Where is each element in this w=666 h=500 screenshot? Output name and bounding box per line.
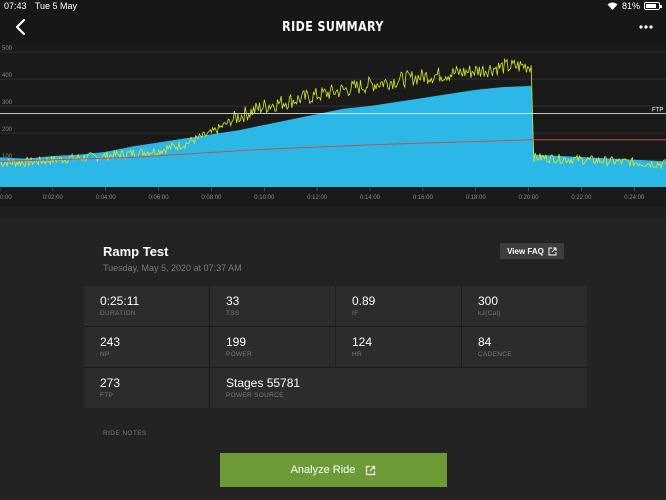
stat-power: 199 POWER xyxy=(210,327,335,367)
stat-kj: 300 kJ(Cal) xyxy=(462,286,587,326)
wifi-icon xyxy=(607,2,618,10)
power-chart-svg: 500 400 300 200 100 FTP 0:00 0:02:00 0:04:00 0:06… xyxy=(0,46,666,201)
ride-title: Ramp Test xyxy=(103,244,169,259)
x-tick-label: 0:14:00 xyxy=(360,195,381,201)
external-link-icon xyxy=(548,247,557,255)
x-tick-label: 0:16:00 xyxy=(413,195,434,201)
analyze-ride-label: Analyze Ride xyxy=(290,464,356,476)
stat-value: 84 xyxy=(478,335,492,349)
x-tick-label: 0:04:00 xyxy=(96,195,117,201)
status-time: 07:43 xyxy=(4,1,27,11)
stat-value: 273 xyxy=(100,376,121,390)
power-chart[interactable]: 500 400 300 200 100 FTP 0:00 0:02:00 0:04:00 0:06… xyxy=(0,44,666,206)
stat-hr: 124 HR xyxy=(336,327,461,367)
y-tick-label: 500 xyxy=(2,46,13,52)
status-bar: 07:43 Tue 5 May 81% xyxy=(0,0,666,12)
power-area xyxy=(0,85,666,187)
power-line xyxy=(0,57,666,170)
battery-fill xyxy=(646,4,656,8)
stat-value: Stages 55781 xyxy=(226,376,301,390)
external-link-icon xyxy=(366,465,376,475)
status-right: 81% xyxy=(607,1,662,11)
stat-power-source: Stages 55781 POWER SOURCE xyxy=(210,368,587,408)
stat-value: 199 xyxy=(226,335,247,349)
stats-grid: 0:25:11 DURATION 33 TSS 0.89 IF 300 kJ(C… xyxy=(84,286,587,408)
stat-value: 0.89 xyxy=(352,294,376,308)
stat-ftp: 273 FTP xyxy=(84,368,209,408)
status-date: Tue 5 May xyxy=(34,1,78,11)
y-tick-label: 300 xyxy=(2,100,13,106)
stat-tss: 33 TSS xyxy=(210,286,335,326)
y-tick-label: 100 xyxy=(2,154,13,160)
status-left: 07:43 Tue 5 May xyxy=(4,1,83,11)
average-power-line xyxy=(0,139,666,162)
stat-label: POWER xyxy=(226,351,253,358)
battery-percent: 81% xyxy=(621,1,640,11)
y-tick-label: 400 xyxy=(2,73,13,79)
battery-icon xyxy=(644,2,662,10)
ride-summary-panel: Ramp Test Tuesday, May 5, 2020 at 07:37 … xyxy=(0,218,666,500)
stat-value: 33 xyxy=(226,294,240,308)
more-options-icon[interactable] xyxy=(636,18,656,36)
stat-label: FTP xyxy=(100,392,114,399)
x-tick-label: 0:24:00 xyxy=(624,195,645,201)
page-title: RIDE SUMMARY xyxy=(282,20,384,35)
x-tick-label: 0:02:00 xyxy=(43,195,64,201)
back-chevron-icon[interactable] xyxy=(10,16,32,38)
view-faq-label: View FAQ xyxy=(507,246,544,256)
stat-value: 300 xyxy=(478,294,499,308)
stat-label: IF xyxy=(352,310,359,317)
nav-bar: RIDE SUMMARY xyxy=(0,12,666,44)
y-tick-label: 200 xyxy=(2,127,13,133)
stat-label: NP xyxy=(100,351,110,358)
stat-value: 124 xyxy=(352,335,373,349)
x-tick-label: 0:00 xyxy=(0,195,12,201)
stat-label: DURATION xyxy=(100,310,136,317)
analyze-ride-button[interactable]: Analyze Ride xyxy=(220,453,447,487)
x-tick-label: 0:20:00 xyxy=(519,195,540,201)
ftp-label: FTP xyxy=(652,107,663,113)
stat-label: kJ(Cal) xyxy=(478,310,501,317)
stat-label: TSS xyxy=(226,310,240,317)
stat-value: 0:25:11 xyxy=(100,294,140,308)
stat-value: 243 xyxy=(100,335,121,349)
stat-if: 0.89 IF xyxy=(336,286,461,326)
stat-label: POWER SOURCE xyxy=(226,392,284,399)
ride-date: Tuesday, May 5, 2020 at 07:37 AM xyxy=(103,263,242,273)
ride-notes-label[interactable]: RIDE NOTES xyxy=(103,430,147,437)
x-tick-label: 0:10:00 xyxy=(254,195,275,201)
stat-cadence: 84 CADENCE xyxy=(462,327,587,367)
x-tick-label: 0:22:00 xyxy=(571,195,592,201)
stat-duration: 0:25:11 DURATION xyxy=(84,286,209,326)
x-tick-label: 0:06:00 xyxy=(149,195,170,201)
view-faq-button[interactable]: View FAQ xyxy=(500,243,564,259)
x-tick-label: 0:18:00 xyxy=(466,195,487,201)
x-tick-label: 0:12:00 xyxy=(307,195,328,201)
stat-label: CADENCE xyxy=(478,351,512,358)
stat-label: HR xyxy=(352,351,362,358)
x-tick-label: 0:08:00 xyxy=(201,195,222,201)
stat-np: 243 NP xyxy=(84,327,209,367)
